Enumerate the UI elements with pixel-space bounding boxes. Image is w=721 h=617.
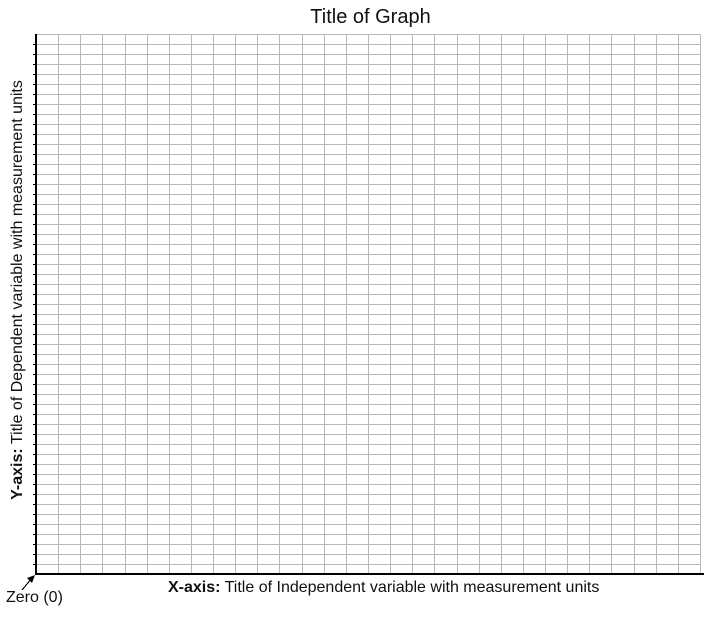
grid-lines bbox=[36, 34, 701, 574]
axes bbox=[33, 34, 704, 575]
chart-title: Title of Graph bbox=[310, 6, 431, 28]
y-axis-prefix: Y-axis: bbox=[9, 448, 26, 500]
x-axis-label: Title of Independent variable with measu… bbox=[224, 579, 600, 596]
x-axis-prefix: X-axis: bbox=[168, 579, 221, 596]
y-axis-title: Y-axis: Title of Dependent variable with… bbox=[9, 20, 27, 560]
origin-arrow-head bbox=[27, 575, 35, 583]
origin-arrow bbox=[21, 575, 35, 591]
y-axis-label: Title of Dependent variable with measure… bbox=[9, 80, 26, 445]
origin-label: Zero (0) bbox=[6, 589, 63, 606]
x-axis-title: X-axis: Title of Independent variable wi… bbox=[168, 579, 599, 597]
